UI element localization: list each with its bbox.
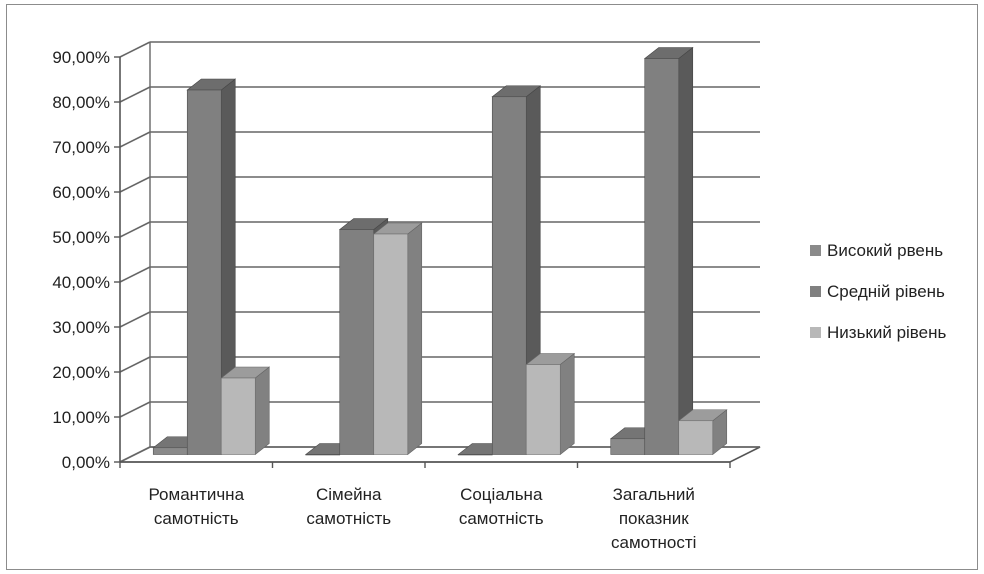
y-tick-label: 60,00% [52,183,110,202]
bar [491,96,527,455]
gridline-side [119,86,151,103]
legend-swatch [810,327,821,338]
gridline-side [119,356,151,373]
y-tick-label: 20,00% [52,363,110,382]
x-tick-label: самотність [154,509,239,528]
y-tick-label: 90,00% [52,48,110,67]
gridline-side [119,446,151,463]
bar-side [254,366,270,456]
y-tick-label: 30,00% [52,318,110,337]
bar [220,377,256,455]
bar [457,454,493,456]
y-tick-label: 50,00% [52,228,110,247]
gridline-side [119,221,151,238]
x-tick-label: Загальний [613,485,695,504]
legend-label: Високий рвень [827,241,943,260]
bar [305,454,341,456]
bar [678,420,714,455]
x-tick-label: самотність [306,509,391,528]
x-tick-label: Романтична [148,485,244,504]
y-tick-label: 40,00% [52,273,110,292]
bar [186,89,222,455]
bar [339,229,375,455]
bar [373,233,409,455]
legend-label: Низький рівень [827,323,946,342]
gridline-side [119,401,151,418]
x-tick-label: Соціальна [460,485,543,504]
gridline-side [119,176,151,193]
bar [525,364,561,455]
bar-side [559,352,575,456]
legend-swatch [810,245,821,256]
bar [644,58,680,455]
legend-swatch [810,286,821,297]
y-tick-label: 10,00% [52,408,110,427]
gridline-side [119,131,151,148]
gridline-side [119,41,151,58]
y-tick-label: 0,00% [62,453,110,472]
gridline-side [119,311,151,328]
legend-label: Средній рівень [827,282,945,301]
x-tick-label: самотність [459,509,544,528]
x-tick-label: показник [619,509,689,528]
bar [610,438,646,455]
x-tick-label: Сімейна [316,485,382,504]
bar [152,447,188,455]
bar-side [407,222,423,456]
gridline-side [119,266,151,283]
back-wall [150,42,760,447]
x-tick-label: самотності [611,533,696,552]
y-tick-label: 80,00% [52,93,110,112]
y-tick-label: 70,00% [52,138,110,157]
bar-side [678,46,694,456]
